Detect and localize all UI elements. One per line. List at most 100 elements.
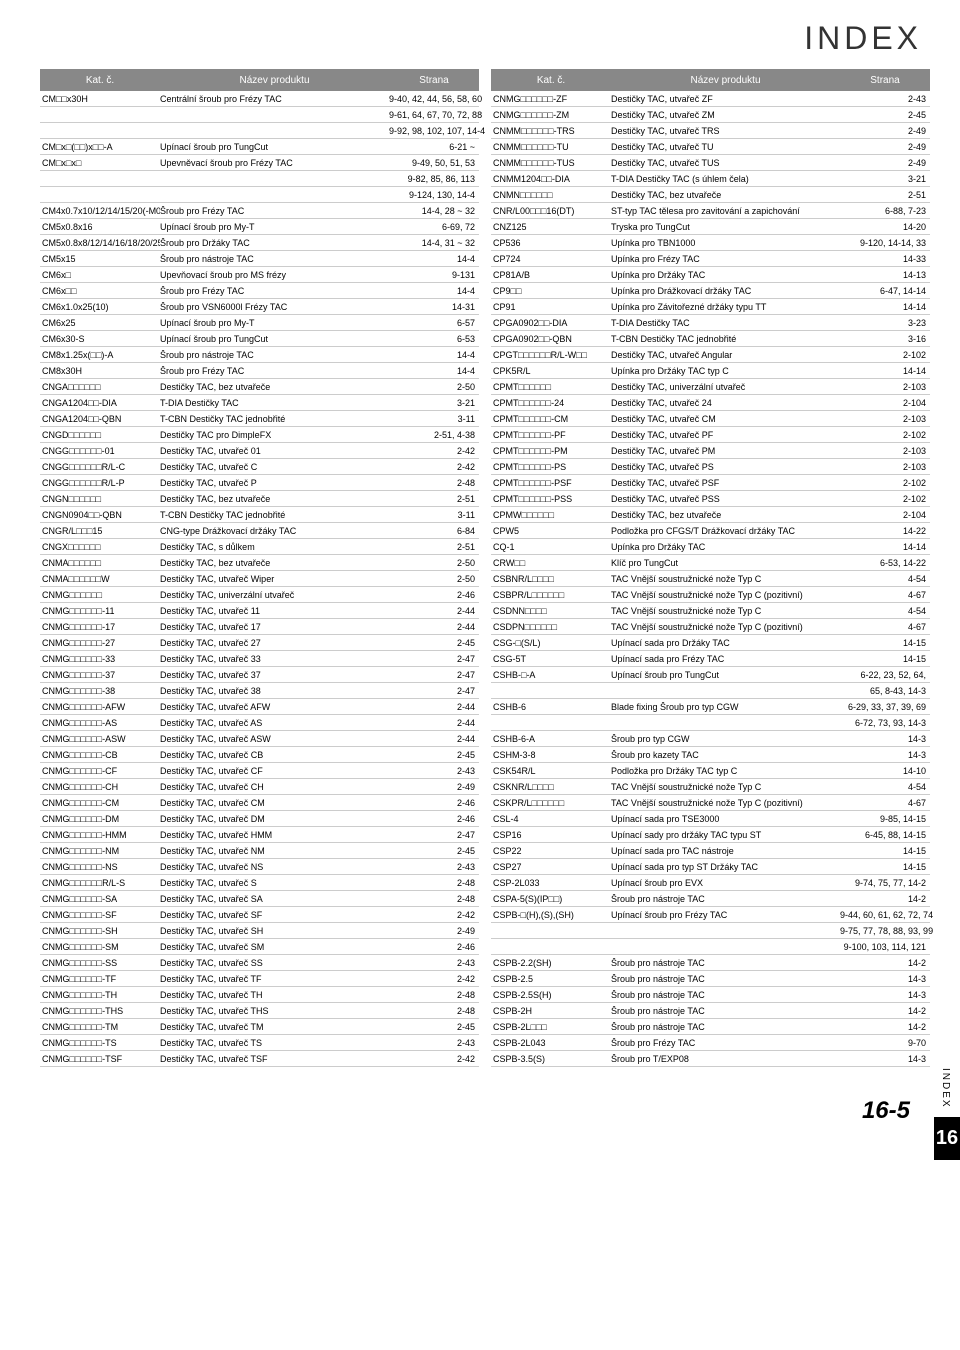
cell-code: CSK54R/L [491, 766, 611, 776]
table-row: CNMG□□□□□□-17Destičky TAC, utvařeč 172-4… [40, 619, 479, 635]
cell-name: Šroub pro T/EXP08 [611, 1054, 840, 1064]
table-row: CPMT□□□□□□-24Destičky TAC, utvařeč 242-1… [491, 395, 930, 411]
cell-name: Klíč pro TungCut [611, 558, 840, 568]
table-row: CM6x25Upínací šroub pro My-T6-57 [40, 315, 479, 331]
table-row: CNR/L00□□□16(DT)ST-typ TAC tělesa pro za… [491, 203, 930, 219]
cell-code: CSHM-3-8 [491, 750, 611, 760]
cell-code: CNGG□□□□□□R/L-C [40, 462, 160, 472]
table-row: CSP-2L033Upínací šroub pro EVX9-74, 75, … [491, 875, 930, 891]
table-row: CNGA1204□□-DIAT-DIA Destičky TAC3-21 [40, 395, 479, 411]
cell-page: 6-53 [389, 334, 479, 344]
cell-code: CNMG□□□□□□-CH [40, 782, 160, 792]
cell-name: Destičky TAC, bez utvařeče [611, 510, 840, 520]
cell-page: 9-61, 64, 67, 70, 72, 88 [389, 110, 479, 120]
cell-name: Šroub pro nástroje TAC [611, 958, 840, 968]
cell-code: CSHB-6-A [491, 734, 611, 744]
cell-code: CSKNR/L□□□□ [491, 782, 611, 792]
table-row: CSL-4Upínací sada pro TSE30009-85, 14-15 [491, 811, 930, 827]
cell-code: CSDPN□□□□□□ [491, 622, 611, 632]
cell-code: CM6x□□ [40, 286, 160, 296]
cell-name: Šroub pro nástroje TAC [611, 974, 840, 984]
cell-page: 2-102 [840, 478, 930, 488]
table-row: CNMM□□□□□□-TUSDestičky TAC, utvařeč TUS2… [491, 155, 930, 171]
table-row: CM6x□Upevňovací šroub pro MS frézy9-131 [40, 267, 479, 283]
cell-name: Destičky TAC, utvařeč 38 [160, 686, 389, 696]
cell-code: CNMG□□□□□□-33 [40, 654, 160, 664]
cell-code: CP91 [491, 302, 611, 312]
cell-name: Destičky TAC, utvařeč C [160, 462, 389, 472]
cell-code: CNMG□□□□□□-17 [40, 622, 160, 632]
table-row: CNMG□□□□□□-37Destičky TAC, utvařeč 372-4… [40, 667, 479, 683]
table-row: CP91Upínka pro Závitořezné držáky typu T… [491, 299, 930, 315]
cell-name: Upínací sada pro TAC nástroje [611, 846, 840, 856]
table-row: CNGN0904□□-QBNT-CBN Destičky TAC jednobř… [40, 507, 479, 523]
cell-name: Destičky TAC, utvařeč AS [160, 718, 389, 728]
cell-code: CSPB-3.5(S) [491, 1054, 611, 1064]
table-row: CSHB-6Blade fixing Šroub pro typ CGW6-29… [491, 699, 930, 715]
table-row: CNMG□□□□□□-11Destičky TAC, utvařeč 112-4… [40, 603, 479, 619]
table-row: CNMG□□□□□□R/L-SDestičky TAC, utvařeč S2-… [40, 875, 479, 891]
table-row: CSK54R/LPodložka pro Držáky TAC typ C14-… [491, 763, 930, 779]
cell-name: Upínka pro Drážkovací držáky TAC [611, 286, 840, 296]
cell-page: 6-21 ~ [389, 142, 479, 152]
cell-name: Upínací šroub pro My-T [160, 222, 389, 232]
cell-name: ST-typ TAC tělesa pro zavitování a zapic… [611, 206, 840, 216]
cell-page: 14-4 [389, 350, 479, 360]
cell-code: CSPB-2H [491, 1006, 611, 1016]
table-row: CNMA□□□□□□Destičky TAC, bez utvařeče2-50 [40, 555, 479, 571]
cell-code: CM5x15 [40, 254, 160, 264]
cell-code: CPGT□□□□□□R/L-W□□ [491, 350, 611, 360]
table-row: CNZ125Tryska pro TungCut14-20 [491, 219, 930, 235]
cell-name: Upínka pro Závitořezné držáky typu TT [611, 302, 840, 312]
cell-page: 3-11 [389, 414, 479, 424]
cell-code: CNMG□□□□□□-SH [40, 926, 160, 936]
cell-name: Destičky TAC, utvařeč PSS [611, 494, 840, 504]
cell-page: 2-47 [389, 670, 479, 680]
cell-code: CNGX□□□□□□ [40, 542, 160, 552]
table-row: CP81A/BUpínka pro Držáky TAC14-13 [491, 267, 930, 283]
cell-page: 2-44 [389, 622, 479, 632]
cell-name: T-CBN Destičky TAC jednobřité [160, 414, 389, 424]
cell-page: 2-42 [389, 974, 479, 984]
cell-code: CPMT□□□□□□-PS [491, 462, 611, 472]
cell-name: Destičky TAC, bez utvařeče [160, 382, 389, 392]
cell-name: TAC Vnější soustružnické nože Typ C [611, 782, 840, 792]
cell-code: CNMG□□□□□□-NM [40, 846, 160, 856]
cell-name: Destičky TAC, utvařeč CB [160, 750, 389, 760]
cell-page: 14-20 [840, 222, 930, 232]
cell-name: Destičky TAC, utvařeč P [160, 478, 389, 488]
cell-page: 14-33 [840, 254, 930, 264]
table-row: CSPB-3.5(S)Šroub pro T/EXP0814-3 [491, 1051, 930, 1067]
cell-code: CSHB-6 [491, 702, 611, 712]
cell-name: Destičky TAC, utvařeč SA [160, 894, 389, 904]
cell-name: Destičky TAC, utvařeč SM [160, 942, 389, 952]
cell-name: T-CBN Destičky TAC jednobřité [160, 510, 389, 520]
table-row: CSBNR/L□□□□TAC Vnější soustružnické nože… [491, 571, 930, 587]
page-footer: 16-5 [40, 1097, 930, 1125]
table-row: CSBPR/L□□□□□□TAC Vnější soustružnické no… [491, 587, 930, 603]
cell-page: 2-50 [389, 558, 479, 568]
cell-page: 14-14 [840, 366, 930, 376]
cell-name: TAC Vnější soustružnické nože Typ C [611, 606, 840, 616]
cell-name: Podložka pro CFGS/T Drážkovací držáky TA… [611, 526, 840, 536]
cell-page: 9-85, 14-15 [840, 814, 930, 824]
cell-page: 4-54 [840, 782, 930, 792]
cell-page: 14-4 [389, 366, 479, 376]
cell-code: CNMG□□□□□□-ZM [491, 110, 611, 120]
table-row: CNMG□□□□□□-ZFDestičky TAC, utvařeč ZF2-4… [491, 91, 930, 107]
cell-name: Destičky TAC, utvařeč ZF [611, 94, 840, 104]
cell-name: Šroub pro Frézy TAC [160, 286, 389, 296]
cell-code: CSPB-2.5 [491, 974, 611, 984]
table-row: CSG-□(S/L)Upínací sada pro Držáky TAC14-… [491, 635, 930, 651]
cell-page: 9-40, 42, 44, 56, 58, 60 [389, 94, 479, 104]
cell-code: CM4x0.7x10/12/14/15/20(-M0-A) [40, 206, 160, 216]
cell-page: 14-2 [840, 1006, 930, 1016]
cell-page: 9-100, 103, 114, 121 [840, 942, 930, 952]
cell-page: 9-74, 75, 77, 14-2 [840, 878, 930, 888]
cell-page: 4-67 [840, 622, 930, 632]
cell-page: 14-4 [389, 254, 479, 264]
table-row: CNGR/L□□□15CNG-type Drážkovací držáky TA… [40, 523, 479, 539]
cell-code: CP536 [491, 238, 611, 248]
table-row: CPMT□□□□□□-PSFDestičky TAC, utvařeč PSF2… [491, 475, 930, 491]
cell-page: 2-46 [389, 942, 479, 952]
